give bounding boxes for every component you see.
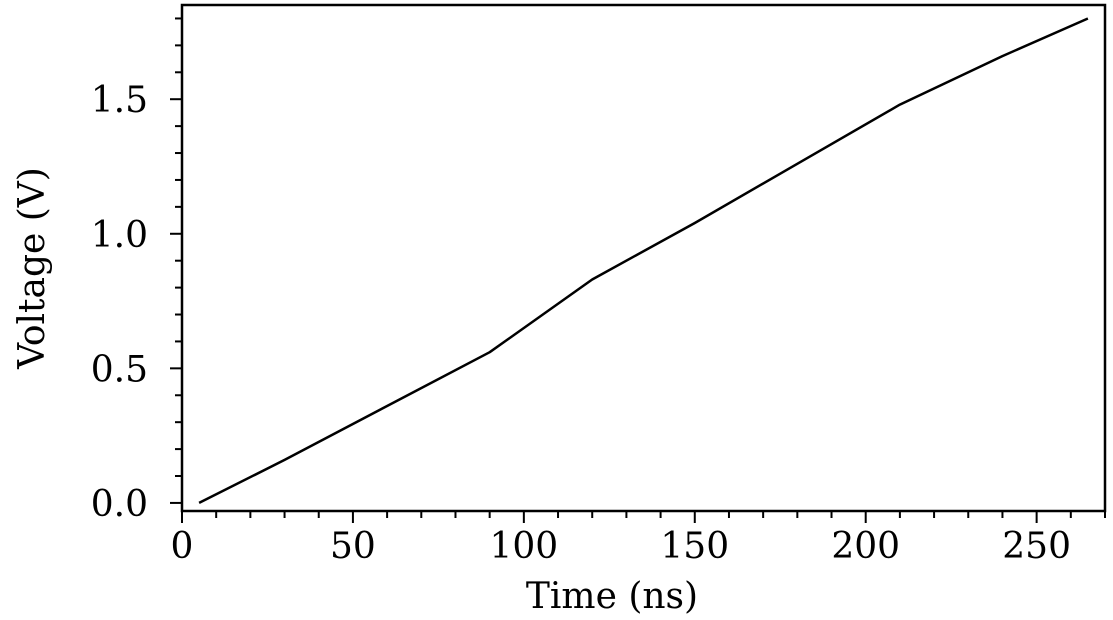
series-line-0	[198, 17, 1089, 505]
y-tick-label: 1.0	[91, 215, 148, 256]
x-tick-label: 50	[330, 526, 376, 567]
x-tick-label: 250	[1002, 526, 1071, 567]
x-axis-label: Time (ns)	[526, 576, 698, 617]
x-tick-label: 200	[831, 526, 900, 567]
y-tick-label: 0.5	[91, 349, 148, 390]
x-axis-ticks	[181, 511, 1106, 523]
y-axis-ticks	[170, 17, 182, 504]
x-tick-label: 0	[171, 526, 194, 567]
y-axis-tick-labels: 0.0 0.5 1.0 1.5	[91, 80, 148, 525]
y-tick-label: 1.5	[91, 80, 148, 121]
x-axis-tick-labels: 0 50 100 150 200 250	[171, 526, 1071, 567]
y-tick-label: 0.0	[91, 484, 148, 525]
series-layer	[198, 17, 1089, 505]
x-tick-label: 100	[489, 526, 558, 567]
y-axis-label: Voltage (V)	[12, 167, 53, 370]
x-tick-label: 150	[660, 526, 729, 567]
plot-frame	[180, 3, 1107, 513]
